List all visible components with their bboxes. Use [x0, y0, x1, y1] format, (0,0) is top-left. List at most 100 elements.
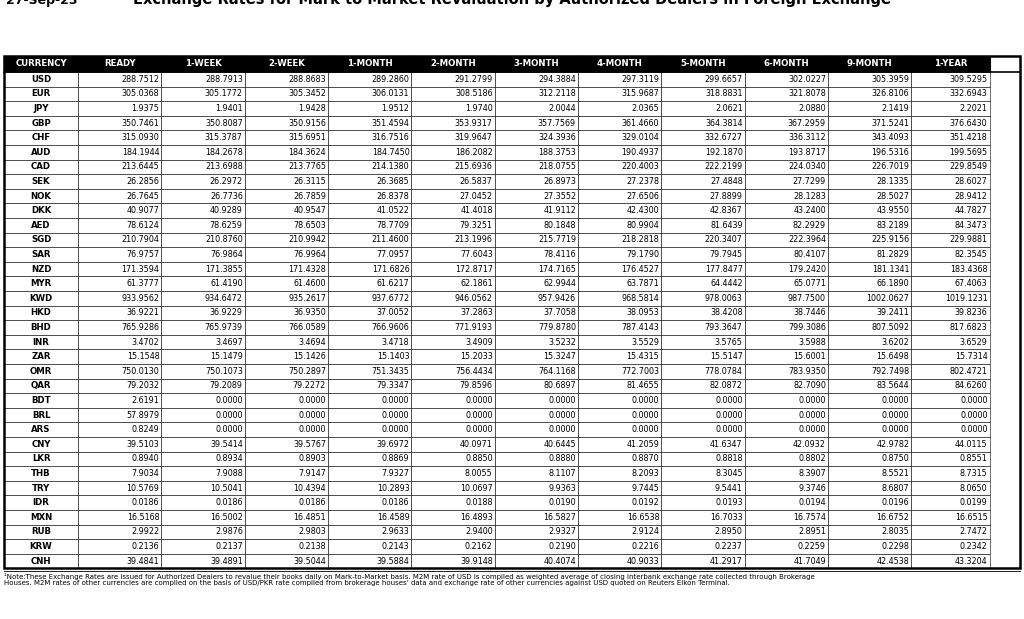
- Text: 181.1341: 181.1341: [871, 264, 909, 274]
- Text: 764.1168: 764.1168: [539, 367, 577, 376]
- Text: 40.6445: 40.6445: [544, 440, 577, 449]
- Text: 39.5044: 39.5044: [293, 556, 326, 566]
- Text: 0.2298: 0.2298: [882, 542, 909, 551]
- Text: 957.9426: 957.9426: [538, 294, 577, 303]
- Bar: [78, 554, 162, 568]
- Bar: [4, 277, 78, 291]
- Bar: [744, 379, 828, 393]
- Bar: [495, 364, 578, 379]
- Text: 27.6506: 27.6506: [627, 192, 659, 201]
- Bar: [744, 145, 828, 160]
- Text: 297.3119: 297.3119: [622, 75, 659, 84]
- Bar: [328, 131, 412, 145]
- Bar: [328, 364, 412, 379]
- Text: 1.9375: 1.9375: [132, 104, 160, 113]
- Bar: [245, 145, 328, 160]
- Bar: [828, 131, 911, 145]
- Text: 40.9033: 40.9033: [627, 556, 659, 566]
- Text: 218.2818: 218.2818: [622, 235, 659, 245]
- Text: 229.8549: 229.8549: [949, 162, 987, 171]
- Bar: [162, 262, 245, 277]
- Text: 308.5186: 308.5186: [455, 89, 493, 98]
- Text: 0.0000: 0.0000: [549, 396, 577, 405]
- Text: 78.6124: 78.6124: [127, 221, 160, 230]
- Text: 315.6951: 315.6951: [288, 133, 326, 142]
- Text: 0.0000: 0.0000: [549, 410, 577, 420]
- Text: 312.2118: 312.2118: [539, 89, 577, 98]
- Text: 0.0199: 0.0199: [959, 498, 987, 507]
- Text: 15.1479: 15.1479: [210, 352, 243, 361]
- Text: 0.8940: 0.8940: [132, 454, 160, 464]
- Text: 213.6988: 213.6988: [205, 162, 243, 171]
- Text: 8.3045: 8.3045: [715, 469, 742, 478]
- Text: 351.4594: 351.4594: [372, 119, 410, 128]
- Text: 37.0052: 37.0052: [377, 308, 410, 318]
- Text: 8.0650: 8.0650: [959, 483, 987, 493]
- Bar: [911, 393, 989, 408]
- Bar: [662, 510, 744, 524]
- Bar: [495, 101, 578, 116]
- Text: 350.8087: 350.8087: [205, 119, 243, 128]
- Bar: [828, 174, 911, 189]
- Text: ZAR: ZAR: [32, 352, 51, 361]
- Text: HKD: HKD: [31, 308, 51, 318]
- Text: 0.2137: 0.2137: [215, 542, 243, 551]
- Bar: [744, 349, 828, 364]
- Bar: [578, 247, 662, 262]
- Bar: [245, 495, 328, 510]
- Bar: [245, 131, 328, 145]
- Bar: [412, 554, 495, 568]
- Text: 27.4848: 27.4848: [710, 177, 742, 186]
- Bar: [911, 116, 989, 131]
- Text: 184.1944: 184.1944: [122, 148, 160, 157]
- Text: 0.0196: 0.0196: [882, 498, 909, 507]
- Text: 37.7058: 37.7058: [543, 308, 577, 318]
- Bar: [911, 160, 989, 174]
- Text: 226.7019: 226.7019: [871, 162, 909, 171]
- Bar: [245, 101, 328, 116]
- Text: 7.9034: 7.9034: [132, 469, 160, 478]
- Bar: [162, 218, 245, 233]
- Bar: [495, 56, 578, 72]
- Bar: [245, 72, 328, 87]
- Text: TRY: TRY: [32, 483, 50, 493]
- Text: 15.1403: 15.1403: [377, 352, 410, 361]
- Text: 16.4589: 16.4589: [377, 513, 410, 522]
- Text: 0.0000: 0.0000: [382, 425, 410, 434]
- Text: IDR: IDR: [33, 498, 49, 507]
- Text: LKR: LKR: [32, 454, 50, 464]
- Bar: [4, 466, 78, 481]
- Text: MXN: MXN: [30, 513, 52, 522]
- Text: 0.0192: 0.0192: [632, 498, 659, 507]
- Bar: [412, 393, 495, 408]
- Text: 38.7446: 38.7446: [794, 308, 826, 318]
- Text: 817.6823: 817.6823: [950, 323, 987, 332]
- Bar: [412, 379, 495, 393]
- Bar: [495, 510, 578, 524]
- Bar: [662, 262, 744, 277]
- Text: 40.4074: 40.4074: [544, 556, 577, 566]
- Bar: [911, 481, 989, 495]
- Bar: [744, 452, 828, 466]
- Text: 315.0930: 315.0930: [122, 133, 160, 142]
- Bar: [744, 218, 828, 233]
- Text: 0.8750: 0.8750: [882, 454, 909, 464]
- Text: 357.7569: 357.7569: [538, 119, 577, 128]
- Text: 0.0000: 0.0000: [215, 396, 243, 405]
- Text: 2.0044: 2.0044: [549, 104, 577, 113]
- Bar: [4, 262, 78, 277]
- Bar: [578, 481, 662, 495]
- Bar: [412, 408, 495, 422]
- Bar: [412, 539, 495, 554]
- Bar: [495, 174, 578, 189]
- Bar: [828, 145, 911, 160]
- Text: 778.0784: 778.0784: [705, 367, 742, 376]
- Text: 76.9757: 76.9757: [126, 250, 160, 259]
- Bar: [162, 116, 245, 131]
- Text: 2.9400: 2.9400: [465, 527, 493, 537]
- Bar: [828, 101, 911, 116]
- Bar: [744, 247, 828, 262]
- Bar: [4, 364, 78, 379]
- Text: 210.8760: 210.8760: [205, 235, 243, 245]
- Bar: [662, 379, 744, 393]
